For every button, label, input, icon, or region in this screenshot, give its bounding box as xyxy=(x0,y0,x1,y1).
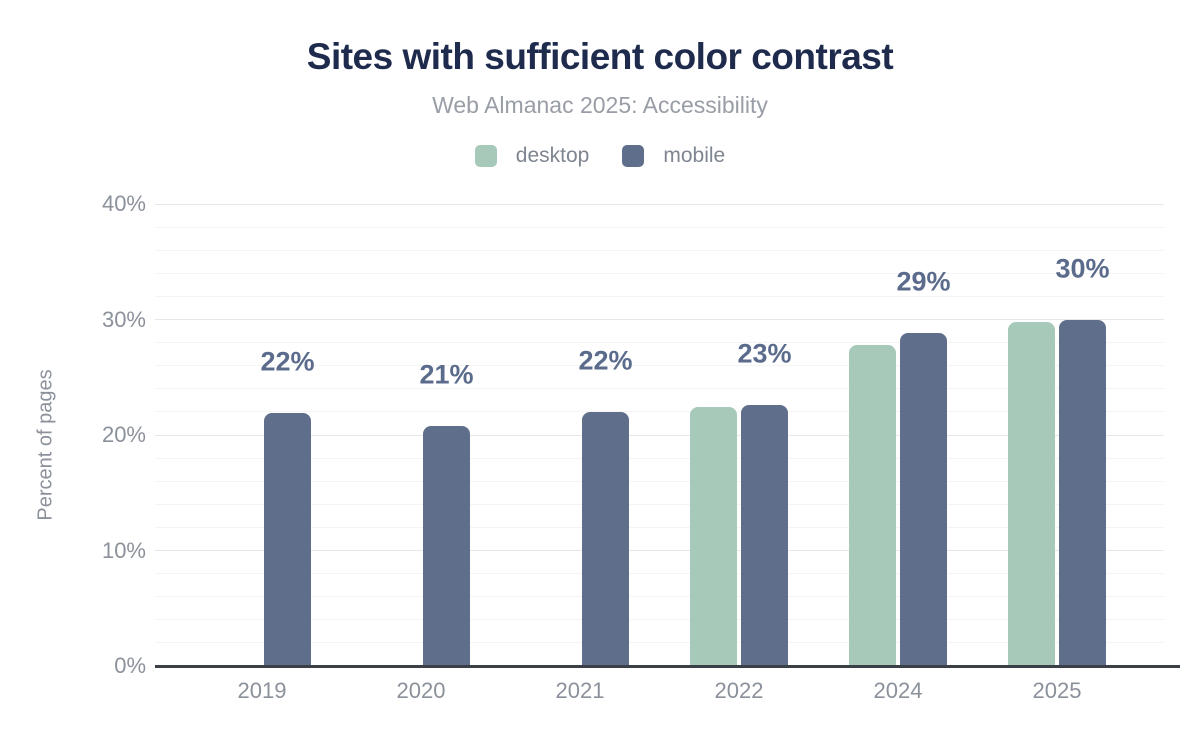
bar-value-label: 29% xyxy=(896,266,951,297)
bar-value-label: 30% xyxy=(1055,253,1110,283)
legend-label-desktop: desktop xyxy=(515,144,590,167)
chart-title: Sites with sufficient color contrast xyxy=(306,36,894,77)
x-axis-tick-label: 2020 xyxy=(396,678,446,703)
gridline-minor xyxy=(155,526,1164,528)
gridline-minor xyxy=(155,619,1164,621)
x-axis-tick-label: 2022 xyxy=(714,678,764,703)
gridline-minor xyxy=(155,503,1164,505)
bar-mobile-2025 xyxy=(1059,319,1106,666)
bar-mobile-2019 xyxy=(264,413,311,666)
y-axis-tick-label: 20% xyxy=(101,422,146,447)
y-axis-tick-label: 10% xyxy=(101,537,146,563)
chart-subtitle: Web Almanac 2025: Accessibility xyxy=(432,92,768,118)
gridline-minor xyxy=(155,342,1164,344)
gridline-minor xyxy=(155,480,1164,482)
bar-mobile-2022 xyxy=(741,404,788,666)
bar-value-label: 23% xyxy=(737,338,792,369)
legend-swatch-desktop xyxy=(474,145,497,167)
legend: desktop mobile xyxy=(0,144,1200,168)
bar-mobile-2021 xyxy=(582,411,629,666)
bar-desktop-2024 xyxy=(849,344,896,666)
gridline-major xyxy=(155,550,1164,551)
x-axis-tick-label: 2024 xyxy=(873,678,923,703)
y-axis-tick-label: 30% xyxy=(101,306,146,332)
y-axis-tick-label: 0% xyxy=(114,653,146,678)
bar-value-label: 21% xyxy=(419,359,474,390)
bar-desktop-2025 xyxy=(1008,321,1055,666)
legend-label-mobile: mobile xyxy=(663,144,726,167)
gridline-major xyxy=(155,203,1164,205)
legend-swatch-mobile xyxy=(622,145,645,167)
y-axis-title: Percent of pages xyxy=(34,369,57,521)
legend-item-mobile: mobile xyxy=(622,144,725,168)
x-axis-line xyxy=(155,664,1180,668)
gridline-minor xyxy=(155,249,1164,251)
gridline-minor xyxy=(155,411,1164,413)
bar-mobile-2020 xyxy=(423,425,470,666)
gridline-major xyxy=(155,434,1164,436)
gridline-minor xyxy=(155,642,1164,644)
x-axis-tick-label: 2021 xyxy=(555,678,605,703)
gridline-minor xyxy=(155,272,1164,274)
gridline-minor xyxy=(155,295,1164,297)
gridline-minor xyxy=(155,365,1164,367)
legend-item-desktop: desktop xyxy=(474,144,590,168)
y-axis-tick-label: 40% xyxy=(101,191,146,216)
gridline-minor xyxy=(155,457,1164,459)
x-axis-tick-label: 2025 xyxy=(1032,678,1082,703)
bar-value-label: 22% xyxy=(260,346,315,377)
gridline-major xyxy=(155,319,1164,320)
bar-mobile-2024 xyxy=(900,333,947,666)
gridline-minor xyxy=(155,226,1164,228)
gridline-minor xyxy=(155,388,1164,390)
gridline-minor xyxy=(155,596,1164,598)
bar-value-label: 22% xyxy=(578,345,633,376)
gridline-minor xyxy=(155,573,1164,575)
bar-desktop-2022 xyxy=(690,407,737,666)
x-axis-tick-label: 2019 xyxy=(237,678,287,703)
